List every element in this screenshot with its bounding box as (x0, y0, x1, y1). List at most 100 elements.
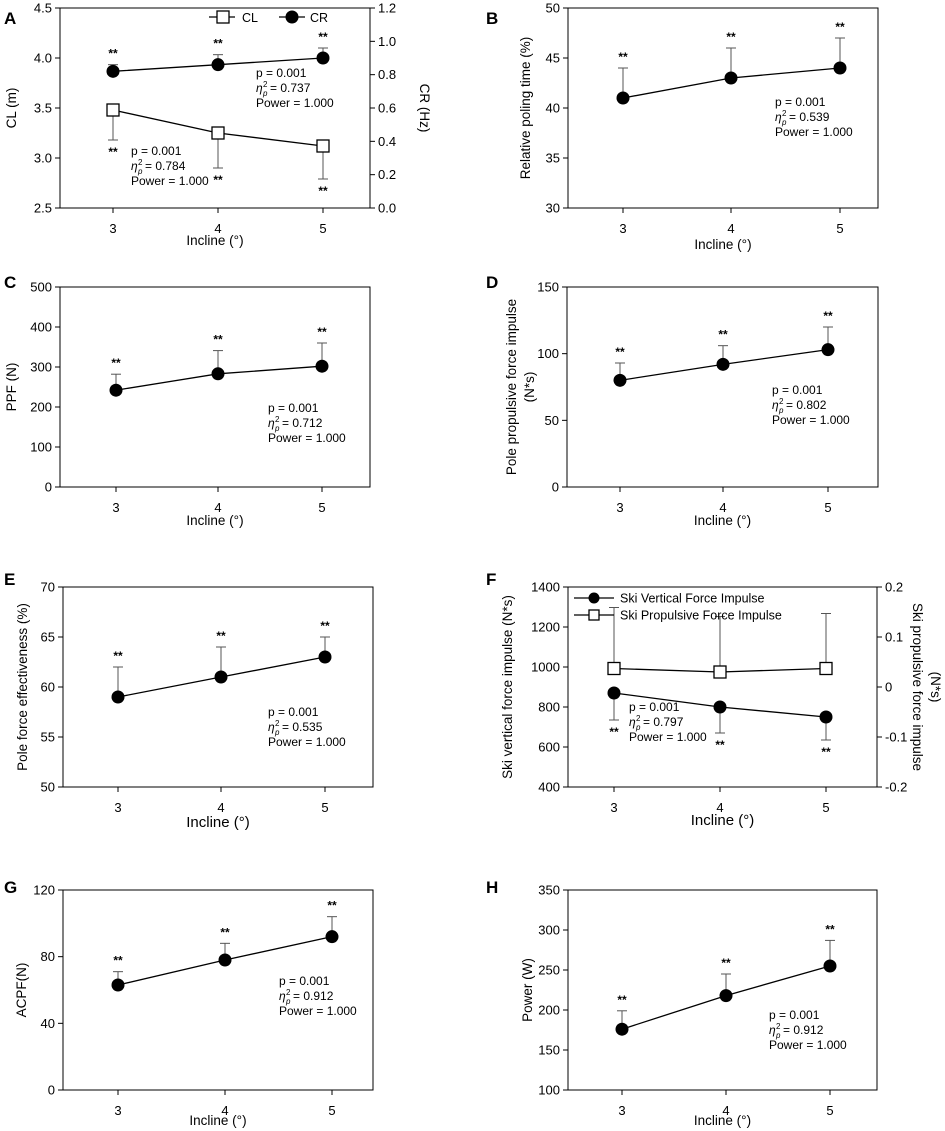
legend-marker (285, 10, 299, 24)
data-point (315, 359, 329, 373)
eta-subscript: p (262, 89, 268, 98)
x-tick-label: 5 (836, 221, 843, 236)
panel-d: D 0 50 100 150 3 4 5 Incline (°) Pole propulsive … (486, 273, 879, 528)
y-tick-label: 500 (30, 280, 52, 295)
x-tick-label: 3 (114, 800, 121, 815)
data-point (316, 51, 330, 65)
x-tick-label: 3 (109, 221, 116, 236)
x-tick-label: 3 (619, 221, 626, 236)
eta-symbol: η (769, 1023, 776, 1037)
data-point (325, 930, 339, 944)
significance-mark: ** (318, 184, 328, 198)
significance-mark: ** (320, 619, 330, 633)
y2-tick-label: 0.6 (378, 101, 396, 116)
y2-tick-label: 1.0 (378, 34, 396, 49)
x-tick-label: 5 (319, 221, 326, 236)
x-axis-label: Incline (°) (691, 812, 755, 829)
x-tick-label: 4 (214, 221, 221, 236)
stat-p-value: p = 0.001 (769, 1008, 820, 1022)
stat-eta: η 2p = 0.737 (256, 80, 311, 98)
x-tick-label: 3 (616, 500, 623, 515)
stat-eta: η 2p = 0.539 (775, 109, 830, 127)
x-axis-label: Incline (°) (694, 1113, 751, 1128)
stat-p-value: p = 0.001 (256, 66, 307, 80)
y-tick-label: 45 (546, 51, 560, 66)
y-axis-label: Pole force effectiveness (%) (15, 603, 30, 771)
x-tick-label: 3 (114, 1103, 121, 1118)
eta-superscript: 2 (263, 80, 268, 89)
y-tick-label: 100 (538, 1083, 560, 1098)
y-tick-label: 40 (41, 1016, 55, 1031)
x-tick-label: 5 (328, 1103, 335, 1118)
significance-mark: ** (213, 37, 223, 51)
y-axis-label: Ski vertical force impulse (N*s) (500, 595, 515, 779)
data-point (106, 103, 120, 117)
data-point (109, 383, 123, 397)
data-point (211, 58, 225, 72)
panel-h: H 100 150 200 250 300 350 3 4 5 Incline (°) Power (… (486, 878, 878, 1128)
stat-p-value: p = 0.001 (775, 95, 826, 109)
panel-letter: C (4, 273, 16, 292)
y-axis-label: Pole propulsive force impulse (504, 299, 519, 475)
y-tick-label: 2.5 (34, 201, 52, 216)
stat-power: Power = 1.000 (772, 413, 850, 427)
y2-tick-label: 0.1 (885, 630, 903, 645)
eta-superscript: 2 (286, 988, 291, 997)
eta-superscript: 2 (779, 397, 784, 406)
eta-superscript: 2 (275, 415, 280, 424)
y-axis-label: Relative poling time (%) (518, 37, 533, 180)
stat-eta-value: = 0.912 (783, 1023, 824, 1037)
y-tick-label: 150 (537, 280, 559, 295)
x-axis-label: Incline (°) (189, 1113, 246, 1128)
eta-subscript: p (778, 406, 784, 415)
eta-subscript: p (781, 118, 787, 127)
y-tick-label: 65 (41, 630, 55, 645)
data-point (211, 126, 225, 140)
y-tick-label: 300 (30, 360, 52, 375)
significance-mark: ** (835, 20, 845, 34)
panel-c: C 0 100 200 300 400 500 3 4 5 Incline (°) PPF (N) **… (4, 273, 371, 528)
y-tick-label: 40 (546, 101, 560, 116)
panel-letter: B (486, 9, 498, 28)
y-tick-label: 800 (538, 700, 560, 715)
y-tick-label: 50 (41, 780, 55, 795)
eta-symbol: η (772, 398, 779, 412)
y-tick-label: 100 (537, 346, 559, 361)
data-point (821, 343, 835, 357)
y2-tick-label: 0.2 (885, 580, 903, 595)
y-tick-label: 400 (538, 780, 560, 795)
significance-mark: ** (327, 899, 337, 913)
y-tick-label: 200 (538, 1003, 560, 1018)
y-tick-label: 35 (546, 151, 560, 166)
stat-eta: η 2p = 0.912 (769, 1022, 824, 1040)
y2-axis-label-line2: (N*s) (928, 672, 943, 703)
legend-marker (588, 592, 600, 604)
stat-p-value: p = 0.001 (279, 974, 330, 988)
legend: Ski Vertical Force Impulse Ski Propulsive… (574, 592, 782, 623)
eta-superscript: 2 (138, 158, 143, 167)
stat-p-value: p = 0.001 (131, 144, 182, 158)
y-tick-label: 600 (538, 740, 560, 755)
x-axis-label: Incline (°) (186, 814, 250, 831)
eta-subscript: p (137, 167, 143, 176)
legend-label: CR (310, 11, 328, 25)
y-tick-label: 3.5 (34, 101, 52, 116)
legend-label: CL (242, 11, 258, 25)
significance-mark: ** (609, 725, 619, 739)
x-tick-label: 3 (112, 500, 119, 515)
stat-power: Power = 1.000 (769, 1038, 847, 1052)
data-point (218, 953, 232, 967)
eta-symbol: η (256, 81, 263, 95)
stat-eta: η 2p = 0.797 (629, 714, 684, 732)
x-tick-label: 4 (722, 1103, 729, 1118)
panel-letter: G (4, 878, 17, 897)
panel-letter: F (486, 570, 496, 589)
panel-a: A 2.5 3.0 3.5 4.0 4.5 0.0 0.2 0.4 0.6 0.8 1.0 1.2 3 4 5… (4, 1, 432, 249)
x-tick-label: 4 (221, 1103, 228, 1118)
data-point (615, 1022, 629, 1036)
y-tick-label: 70 (41, 580, 55, 595)
